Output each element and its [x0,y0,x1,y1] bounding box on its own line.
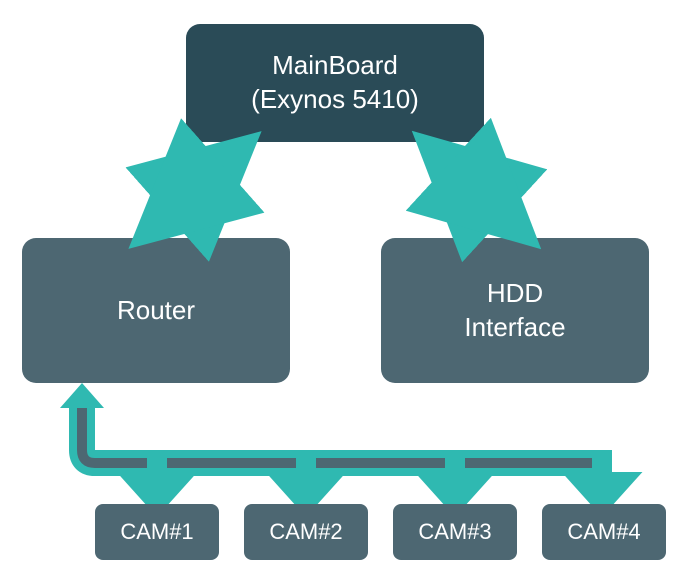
cam2-label: CAM#2 [269,518,342,547]
cam4-label: CAM#4 [567,518,640,547]
hdd-node: HDDInterface [381,238,649,383]
mainboard-label: MainBoard(Exynos 5410) [251,49,419,117]
router-label: Router [117,294,195,328]
router-node: Router [22,238,290,383]
cam4-node: CAM#4 [542,504,666,560]
cam1-label: CAM#1 [120,518,193,547]
hdd-label: HDDInterface [464,277,565,345]
cam3-node: CAM#3 [393,504,517,560]
cam2-node: CAM#2 [244,504,368,560]
cam3-label: CAM#3 [418,518,491,547]
cam1-node: CAM#1 [95,504,219,560]
mainboard-node: MainBoard(Exynos 5410) [186,24,484,142]
